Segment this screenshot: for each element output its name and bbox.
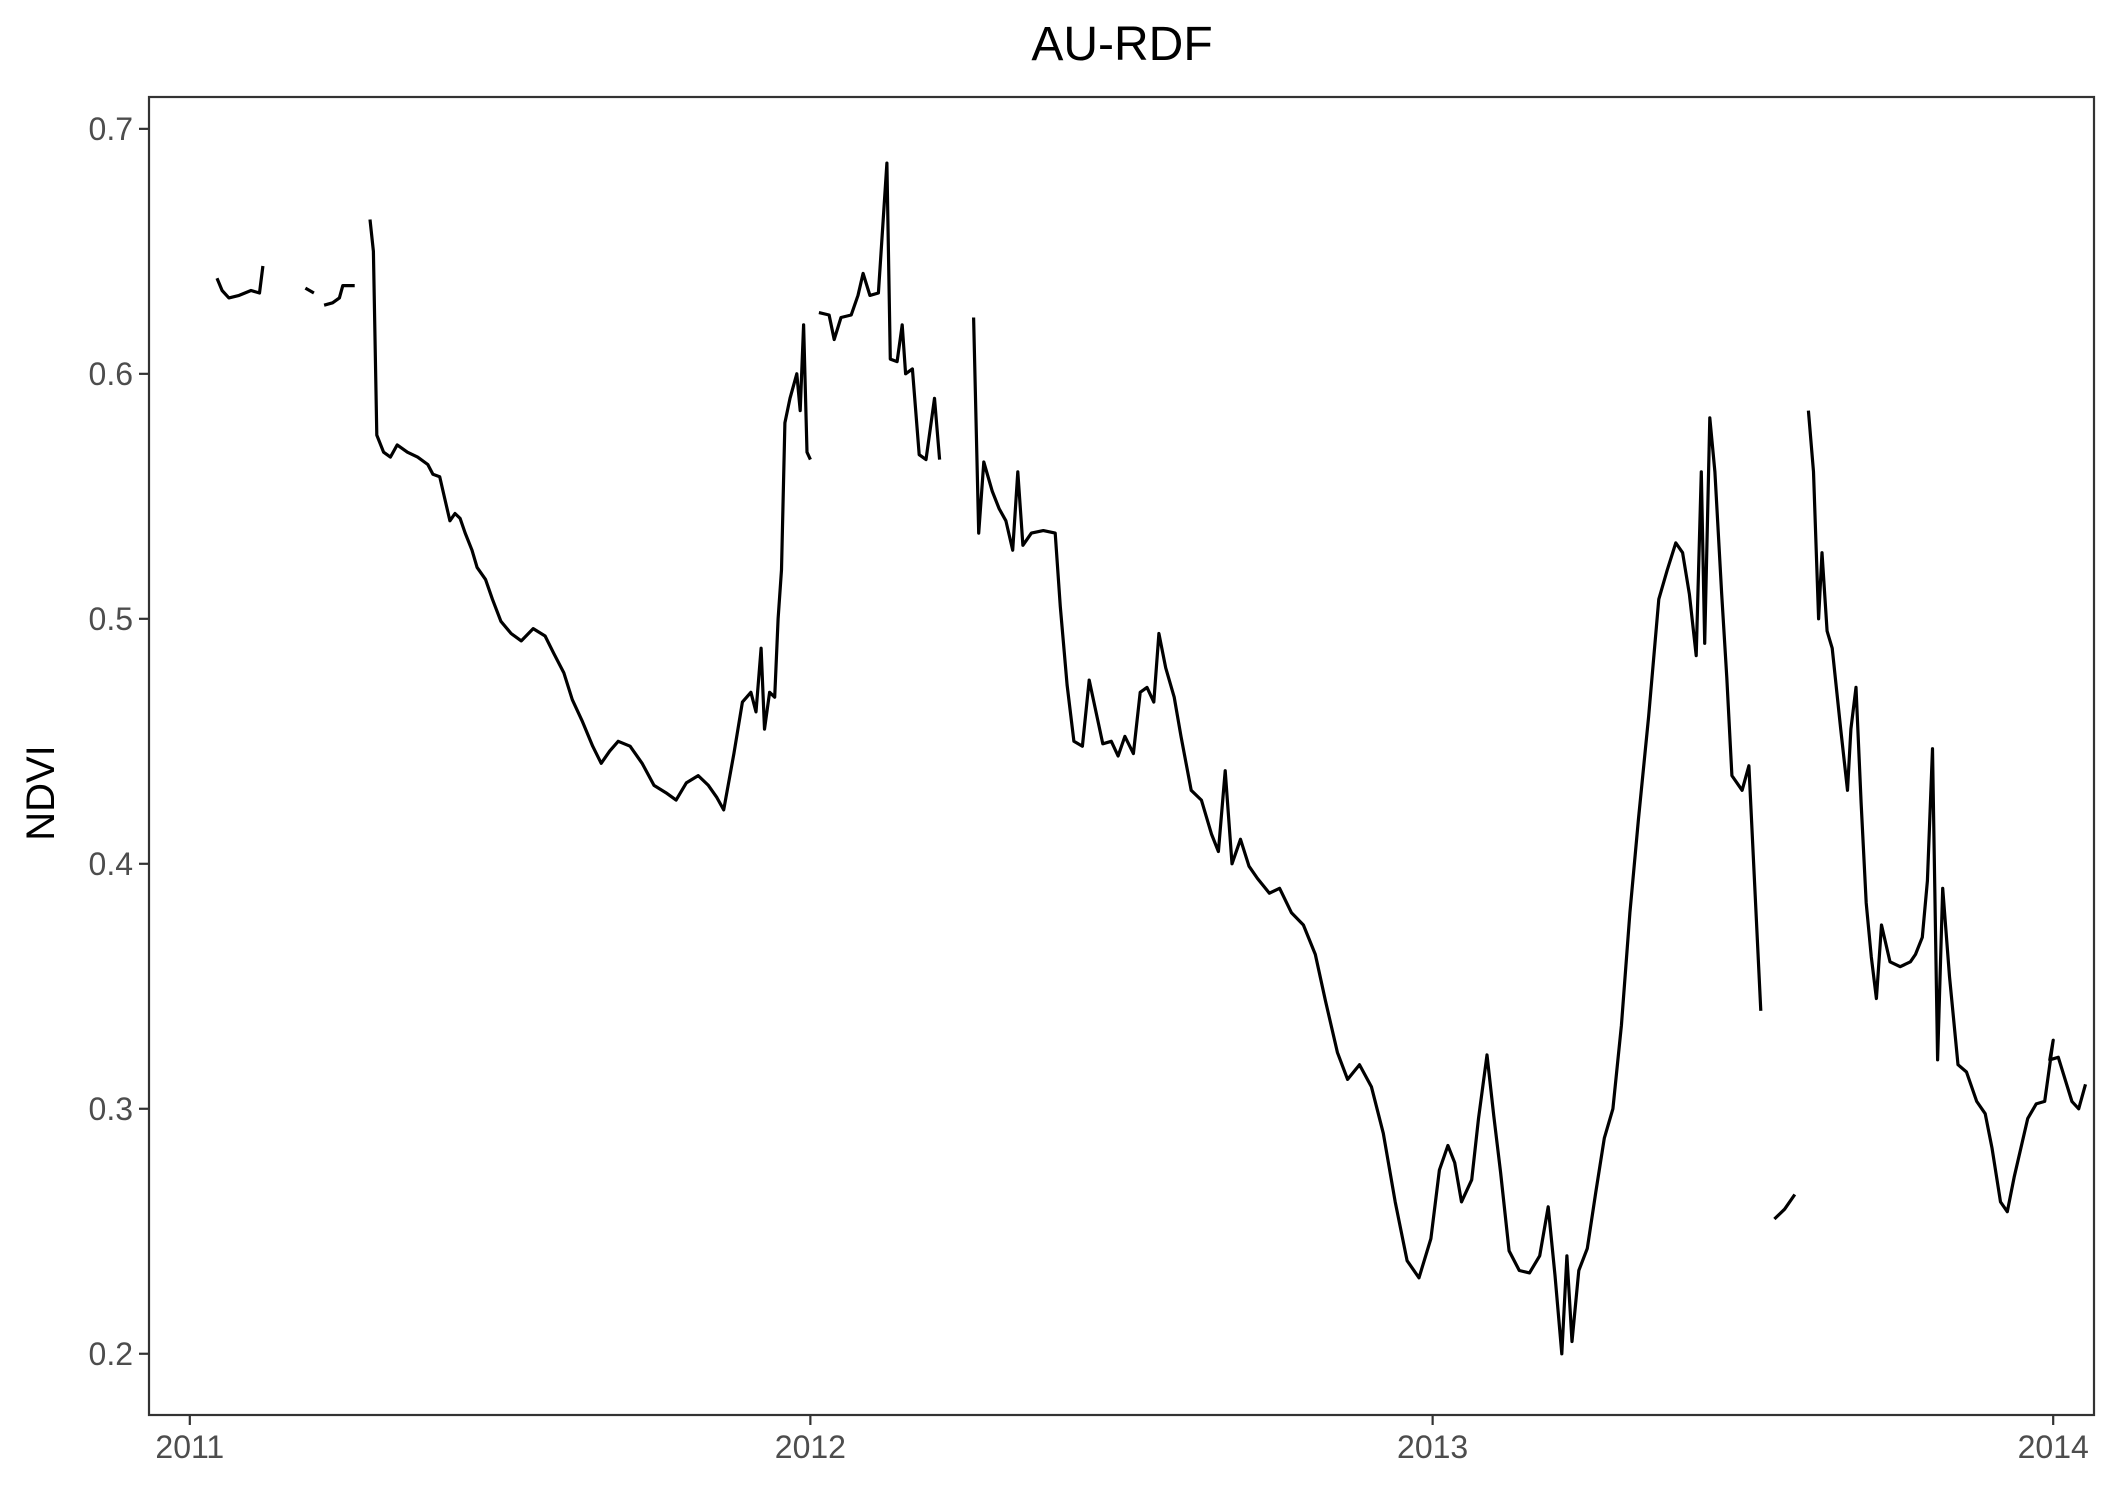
ndvi-line-segment-2 [304,286,315,295]
y-tick-label-0.4: 0.4 [89,846,133,882]
plot-panel-border [147,95,2096,1417]
x-tick-label-2012: 2012 [775,1429,846,1465]
ndvi-line-segment-8 [1806,410,2088,1214]
ndvi-line-segment-6 [972,317,1763,1356]
ndvi-line-segment-4 [368,219,812,812]
y-axis-label: NDVI [19,745,63,841]
y-tick-label-0.6: 0.6 [89,356,133,392]
y-axis: 0.2 0.3 0.4 0.5 0.6 0.7 [89,111,149,1372]
ndvi-line-segment-1 [215,265,265,300]
y-tick-label-0.7: 0.7 [89,111,133,147]
chart-title: AU-RDF [1031,18,1212,71]
x-tick-label-2013: 2013 [1397,1429,1468,1465]
x-axis: 2011 2012 2013 2014 [155,1415,2089,1465]
y-tick-label-0.3: 0.3 [89,1091,133,1127]
x-tick-label-2014: 2014 [2018,1429,2089,1465]
ndvi-line-segment-3 [323,284,355,307]
series-group [215,161,2088,1356]
y-tick-label-0.2: 0.2 [89,1336,133,1372]
x-tick-label-2011: 2011 [155,1429,224,1465]
y-tick-label-0.5: 0.5 [89,601,133,637]
ndvi-line-segment-5 [818,161,942,462]
ndvi-line-segment-7 [1773,1193,1797,1221]
